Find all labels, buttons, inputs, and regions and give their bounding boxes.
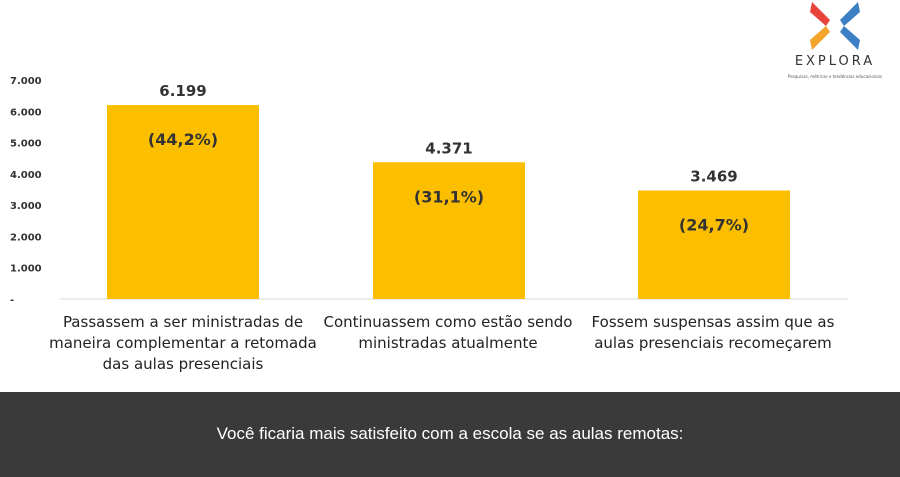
y-tick-label: 2.000: [10, 232, 42, 243]
category-label-2: Continuassem como estão sendo ministrada…: [323, 313, 573, 352]
y-tick-label: 4.000: [10, 170, 42, 181]
explora-logo: EXPLORA Pesquisas, métricas e tendências…: [780, 0, 890, 88]
value-label-2: 4.371: [425, 139, 472, 157]
category-label-1: Passassem a ser ministradas de maneira c…: [49, 313, 317, 373]
logo-wordmark: EXPLORA: [794, 54, 876, 69]
y-tick-label: 7.000: [10, 76, 42, 87]
y-tick-label: 1.000: [10, 264, 42, 275]
value-label-1: 6.199: [159, 82, 206, 100]
y-tick-label: 6.000: [10, 107, 42, 118]
percent-label-1: (44,2%): [148, 130, 218, 149]
y-tick-label: -: [10, 295, 14, 306]
bar-3: [638, 190, 790, 299]
percent-label-3: (24,7%): [679, 215, 749, 234]
explora-logo-mark: [810, 2, 860, 50]
bar-chart: - 1.000 2.000 3.000 4.000 5.000 6.000 7.000 6.1…: [10, 76, 848, 306]
logo-tagline: Pesquisas, métricas e tendências educaci…: [788, 74, 882, 79]
data-labels: 6.199 (44,2%) 4.371 (31,1%) 3.469 (24,7%): [148, 82, 749, 234]
percent-label-2: (31,1%): [414, 187, 484, 206]
y-tick-label: 5.000: [10, 139, 42, 150]
bar-2: [373, 162, 525, 299]
bar-1: [107, 105, 259, 299]
value-label-3: 3.469: [690, 167, 737, 185]
bars: [107, 105, 790, 299]
survey-question: Você ficaria mais satisfeito com a escol…: [216, 424, 684, 443]
category-label-3: Fossem suspensas assim que as aulas pres…: [591, 313, 835, 352]
question-footer: Você ficaria mais satisfeito com a escol…: [0, 392, 900, 477]
y-tick-label: 3.000: [10, 201, 42, 212]
y-axis: - 1.000 2.000 3.000 4.000 5.000 6.000 7.000: [10, 76, 42, 306]
